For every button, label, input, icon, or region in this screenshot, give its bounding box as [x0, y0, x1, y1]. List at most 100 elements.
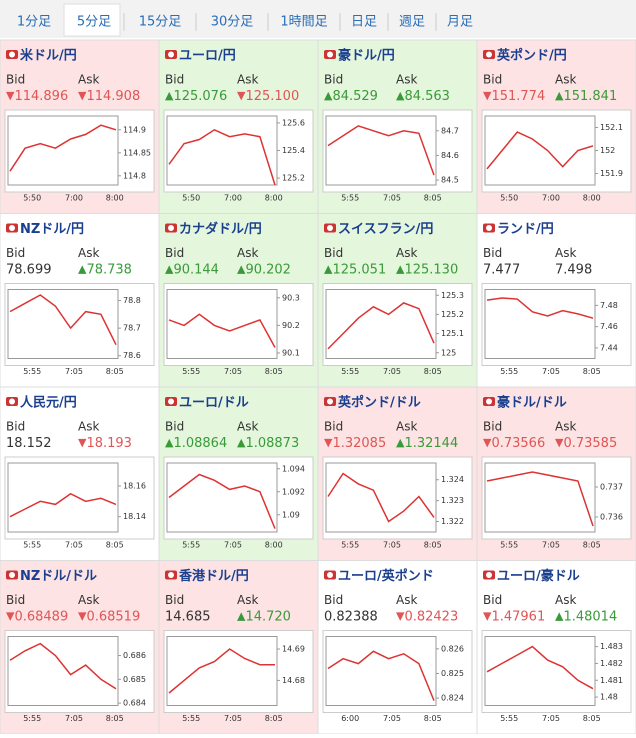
- chart-box: [322, 283, 473, 366]
- y-tick-label: 152: [600, 146, 615, 155]
- chart-box: [481, 456, 632, 540]
- ask-arrow: ▲: [237, 610, 246, 623]
- price-line: [486, 471, 594, 527]
- ask-value: ▼18.193: [78, 436, 132, 451]
- bid-value: ▼0.68489: [6, 609, 68, 624]
- bid-label: Bid: [6, 73, 25, 87]
- flag-mark: [327, 51, 333, 58]
- y-tick-label: 78.8: [123, 296, 141, 305]
- x-tick-label: 8:05: [583, 541, 601, 550]
- tab[interactable]: 月足: [447, 15, 473, 30]
- ask-arrow: ▲: [237, 263, 246, 276]
- tile[interactable]: ユーロ/英ポンド Bid Ask 0.82388 ▼0.82423 0.826 0.825 0…: [317, 560, 478, 735]
- y-tick-label: 78.6: [123, 351, 141, 360]
- bid-price: 90.144: [173, 262, 219, 277]
- y-tick-label: 0.686: [123, 651, 146, 660]
- ask-price: 0.73585: [563, 436, 617, 451]
- y-tick-label: 14.68: [282, 676, 305, 685]
- tile[interactable]: 人民元/円 Bid Ask 18.152 ▼18.193 18.16 18.14 5:55 7:…: [0, 386, 160, 561]
- bid-price: 0.82388: [324, 609, 378, 624]
- tile[interactable]: ランド/円 Bid Ask 7.477 7.498 7.48 7.46 7.44 5:55 7:0…: [476, 213, 636, 388]
- price-line: [168, 128, 276, 186]
- pair-name: 豪ドル/ドル: [497, 395, 567, 411]
- bid-arrow: ▲: [165, 89, 174, 102]
- x-tick-label: 5:55: [341, 194, 359, 203]
- ask-arrow: ▲: [555, 89, 564, 102]
- bid-price: 151.774: [491, 89, 545, 104]
- y-tick-label: 90.1: [282, 348, 300, 357]
- ask-value: ▼0.68519: [78, 609, 140, 624]
- y-tick-label: 1.322: [441, 517, 464, 526]
- flag-mark: [9, 51, 15, 58]
- x-tick-label: 8:05: [424, 367, 442, 376]
- bid-value: ▼1.47961: [483, 609, 545, 624]
- tab[interactable]: 30分足: [211, 15, 254, 30]
- ask-arrow: ▲: [555, 610, 564, 623]
- pair-name: ユーロ/英ポンド: [338, 568, 434, 584]
- tab[interactable]: 週足: [399, 15, 425, 30]
- bid-value: ▼114.896: [6, 89, 68, 104]
- tile[interactable]: ユーロ/円 Bid Ask ▲125.076 ▼125.100 125.6 125.4 125…: [158, 39, 319, 214]
- y-tick-label: 90.2: [282, 321, 300, 330]
- ask-label: Ask: [237, 73, 258, 87]
- flag-mark: [9, 225, 15, 231]
- ask-price: 114.908: [86, 89, 140, 104]
- ask-value: ▲1.32144: [396, 436, 458, 451]
- pair-name: ユーロ/豪ドル: [497, 568, 580, 584]
- bid-price: 1.47961: [491, 609, 545, 624]
- y-tick-label: 1.324: [441, 475, 464, 484]
- price-line: [9, 124, 117, 172]
- tab[interactable]: 15分足: [139, 15, 182, 30]
- tile[interactable]: 香港ドル/円 Bid Ask 14.685 ▲14.720 14.69 14.68 5:55 7…: [158, 560, 319, 735]
- plot-area: [484, 462, 596, 533]
- tile[interactable]: NZドル/円 Bid Ask 78.699 ▲78.738 78.8 78.7 78.6 5:5…: [0, 213, 160, 388]
- y-tick-label: 0.684: [123, 699, 146, 708]
- x-tick-label: 7:05: [383, 714, 401, 723]
- x-tick-label: 8:05: [265, 714, 283, 723]
- pair-name: NZドル/円: [20, 222, 84, 237]
- plot-area: [166, 289, 278, 359]
- flag-mark: [486, 51, 492, 58]
- flag-mark: [327, 398, 333, 405]
- y-tick-label: 0.824: [441, 694, 464, 703]
- ask-label: Ask: [237, 246, 258, 260]
- tile[interactable]: 英ポンド/円 Bid Ask ▼151.774 ▲151.841 152.1 152 151.…: [476, 39, 636, 214]
- pair-name: 英ポンド/ドル: [337, 395, 421, 411]
- ask-value: ▲90.202: [237, 262, 291, 277]
- y-tick-label: 7.46: [600, 322, 618, 331]
- tile[interactable]: 英ポンド/ドル Bid Ask ▼1.32085 ▲1.32144 1.324 1.323 1…: [317, 386, 478, 561]
- x-tick-label: 7:05: [224, 367, 242, 376]
- tab[interactable]: 5分足: [77, 15, 111, 30]
- plot-area: [7, 636, 119, 706]
- price-line: [168, 648, 275, 694]
- tab[interactable]: 日足: [351, 15, 377, 30]
- tile[interactable]: ユーロ/豪ドル Bid Ask ▼1.47961 ▲1.48014 1.483 1.482 1…: [476, 560, 636, 735]
- bid-arrow: ▲: [165, 263, 174, 276]
- x-tick-label: 8:05: [106, 541, 124, 550]
- ask-price: 125.130: [404, 262, 458, 277]
- tab[interactable]: 1分足: [17, 15, 51, 30]
- bid-arrow: ▼: [324, 436, 333, 449]
- x-tick-label: 8:05: [583, 367, 601, 376]
- ask-label: Ask: [78, 73, 99, 87]
- y-tick-label: 78.7: [123, 324, 141, 333]
- ask-label: Ask: [555, 593, 576, 607]
- bid-value: 0.82388: [324, 609, 378, 624]
- ask-arrow: ▼: [237, 89, 246, 102]
- ask-arrow: ▼: [78, 610, 87, 623]
- bid-label: Bid: [165, 246, 184, 260]
- x-tick-label: 5:55: [23, 714, 41, 723]
- bid-arrow: ▼: [483, 610, 492, 623]
- bid-value: 18.152: [6, 436, 52, 451]
- x-tick-label: 6:00: [341, 714, 359, 723]
- flag-mark: [168, 398, 174, 405]
- tab[interactable]: 1時間足: [280, 15, 327, 30]
- chart-box: [4, 109, 155, 193]
